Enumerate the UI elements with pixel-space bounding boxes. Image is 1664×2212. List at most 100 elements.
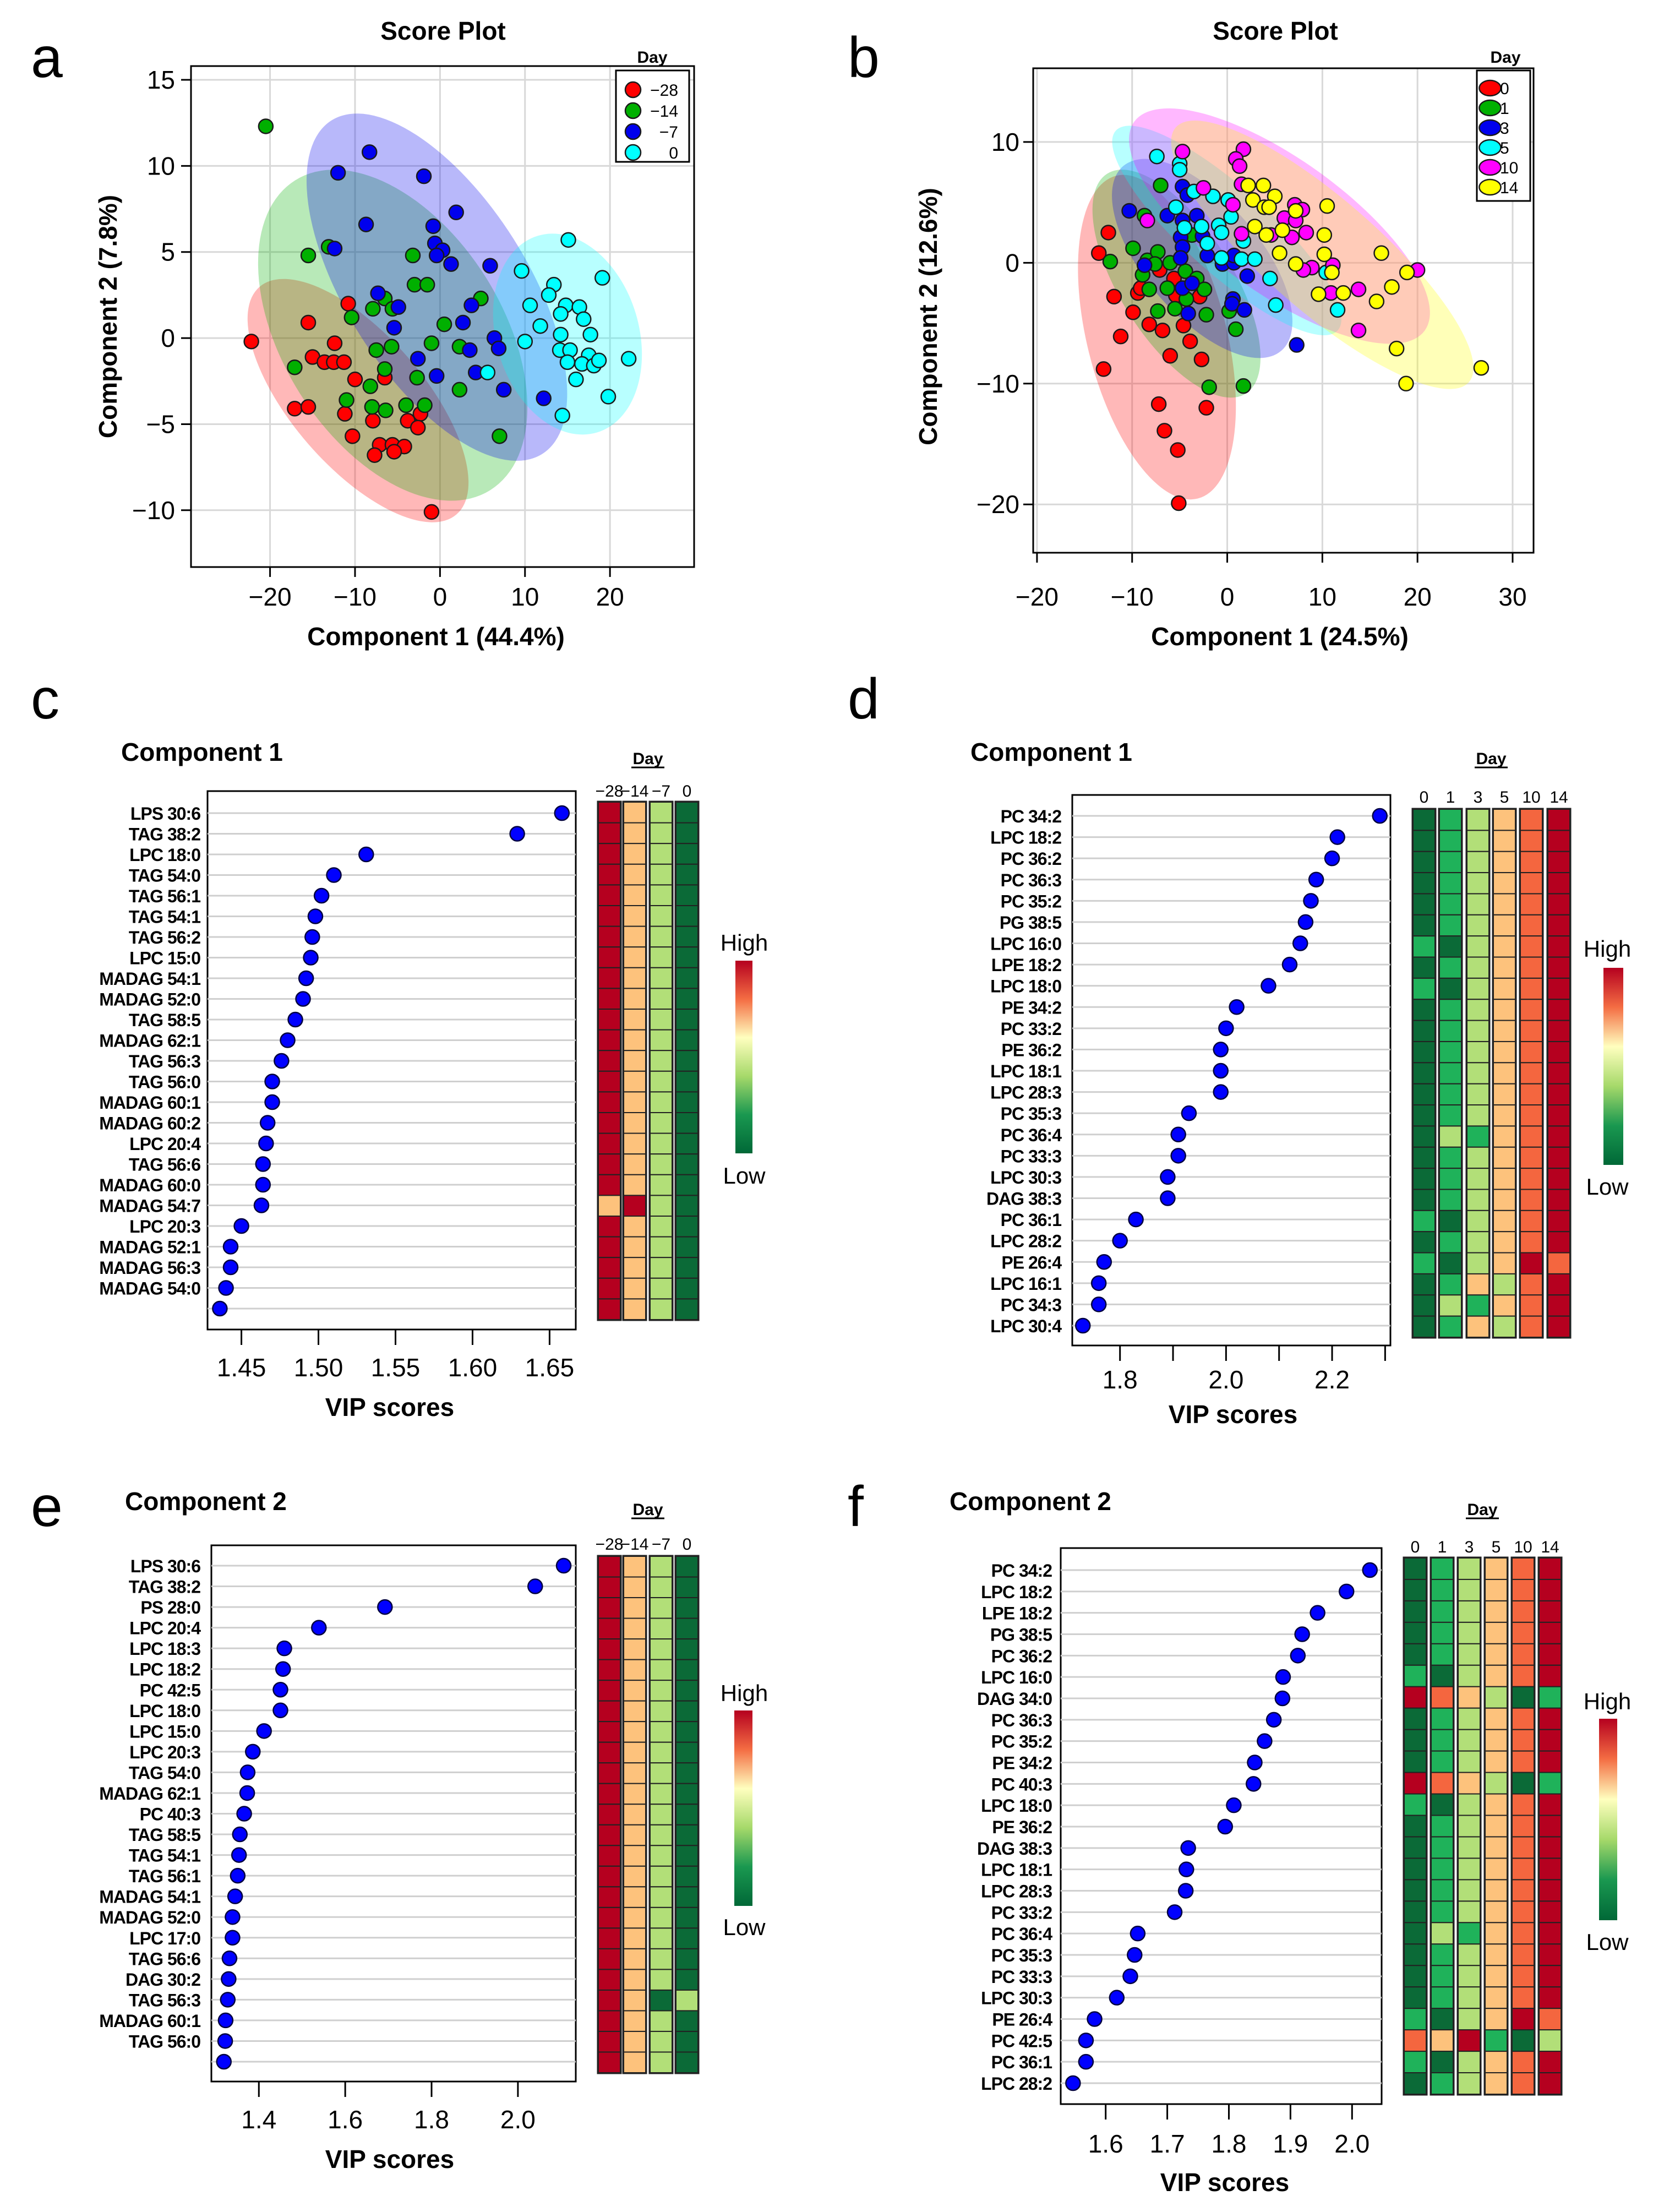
heatmap-cell — [623, 1865, 646, 1888]
legend-marker — [1478, 119, 1502, 137]
heatmap-cell — [623, 1762, 646, 1784]
heatmap-cell — [598, 863, 621, 886]
heatmap-cell — [1512, 1621, 1535, 1644]
heatmap-cell — [1547, 1294, 1570, 1317]
heatmap-cell — [1404, 1922, 1427, 1945]
heatmap-cell — [1512, 1557, 1535, 1580]
heatmap-column-label: −7 — [652, 782, 670, 800]
heatmap-cell — [598, 1948, 621, 1970]
feature-label: MADAG 52:0 — [99, 990, 200, 1010]
heatmap-cell — [1431, 1879, 1454, 1902]
heatmap-column-label: 0 — [683, 1535, 692, 1554]
heatmap-cell — [1538, 1986, 1562, 2009]
vip-point — [1292, 935, 1308, 951]
vip-point — [1180, 1840, 1196, 1856]
data-point — [1316, 246, 1333, 263]
heatmap-cell — [675, 1721, 699, 1743]
vip-point — [217, 2033, 233, 2049]
vip-point — [245, 1744, 261, 1760]
heatmap-cell — [1466, 1209, 1490, 1233]
data-point — [1136, 257, 1153, 273]
heatmap-cell — [1466, 956, 1490, 979]
vip-point — [1297, 914, 1314, 930]
heatmap-cell — [675, 2051, 699, 2073]
heatmap-cell — [623, 1906, 646, 1929]
data-point — [300, 399, 317, 415]
heatmap-cell — [1547, 809, 1570, 831]
heatmap-cell — [623, 1700, 646, 1723]
heatmap-cell — [1466, 1231, 1490, 1254]
heatmap-cell — [675, 1638, 699, 1660]
feature-label: LPC 18:3 — [129, 1639, 200, 1659]
heatmap-cell — [1485, 1793, 1508, 1816]
vip-point — [1065, 2075, 1081, 2091]
heatmap-cell — [1547, 1125, 1570, 1148]
heatmap-cell — [598, 1824, 621, 1846]
confidence-ellipse — [1078, 175, 1236, 500]
heatmap-cell — [598, 905, 621, 927]
y-tick-label: 0 — [161, 324, 175, 352]
heatmap-cell — [1404, 1664, 1427, 1687]
data-point — [541, 287, 557, 303]
heatmap-cell — [1547, 851, 1570, 874]
x-tick-label: 0 — [1220, 582, 1235, 611]
feature-label: LPC 28:3 — [990, 1083, 1061, 1103]
heatmap-cell — [1512, 1578, 1535, 1601]
heatmap-cell — [650, 1597, 673, 1619]
heatmap-cell — [1493, 1189, 1516, 1211]
data-point — [1162, 348, 1179, 364]
data-point — [1125, 240, 1141, 257]
heatmap-cell — [1538, 1578, 1562, 1601]
heatmap-cell — [1412, 1146, 1436, 1169]
vip-point — [227, 1888, 243, 1904]
heatmap-cell — [650, 1638, 673, 1660]
heatmap-cell — [1412, 1125, 1436, 1148]
heatmap-cell — [675, 1617, 699, 1640]
legend-label: −28 — [650, 81, 678, 100]
heatmap-cell — [1458, 1750, 1481, 1773]
heatmap-cell — [1466, 893, 1490, 916]
data-point — [1112, 328, 1129, 345]
heatmap-cell — [1439, 1083, 1462, 1106]
legend-marker — [1478, 159, 1502, 176]
vip-point — [1213, 1084, 1229, 1100]
heatmap-cell — [675, 1659, 699, 1681]
heatmap-cell — [623, 1112, 646, 1134]
data-point — [553, 306, 569, 322]
heatmap-cell — [1439, 1231, 1462, 1254]
feature-label: PC 33:3 — [1001, 1146, 1062, 1166]
heatmap-cell — [598, 884, 621, 907]
heatmap-cell — [1538, 2072, 1562, 2095]
vip-point — [259, 1115, 276, 1131]
data-point — [1141, 281, 1158, 297]
data-point — [1153, 177, 1169, 194]
colorbar-low-label: Low — [723, 1914, 766, 1940]
vip-point — [303, 950, 319, 966]
colorbar: High Low — [1584, 936, 1631, 1200]
heatmap-cell — [1538, 1664, 1562, 1687]
heatmap-cell — [1458, 2029, 1481, 2052]
confidence-ellipse — [306, 113, 568, 461]
heatmap-cell — [1404, 1879, 1427, 1902]
x-tick-label: 1.7 — [1150, 2129, 1185, 2158]
heatmap-cell — [623, 946, 646, 968]
data-point — [1311, 286, 1327, 302]
data-point — [1350, 322, 1367, 339]
heatmap-cell — [1538, 1836, 1562, 1859]
heatmap: Day −28−14 −7 0 — [596, 750, 700, 1321]
heatmap-cell — [1485, 1686, 1508, 1709]
heatmap-cell — [1493, 1104, 1516, 1127]
heatmap: Day 0 1 3 5 10 14 — [1411, 750, 1572, 1339]
heatmap-cell — [1520, 999, 1543, 1021]
heatmap-column-label: 5 — [1492, 1538, 1501, 1556]
heatmap-cell — [1404, 1729, 1427, 1752]
heatmap-cell — [1439, 893, 1462, 916]
data-point — [1272, 245, 1287, 261]
heatmap-cell — [1439, 830, 1462, 852]
feature-label: PC 42:5 — [140, 1680, 201, 1700]
heatmap-cell — [1466, 1125, 1490, 1148]
feature-label: MADAG 52:0 — [99, 1908, 200, 1927]
vip-point — [1213, 1063, 1229, 1079]
data-point — [1231, 158, 1248, 175]
heatmap-cell — [1547, 914, 1570, 937]
